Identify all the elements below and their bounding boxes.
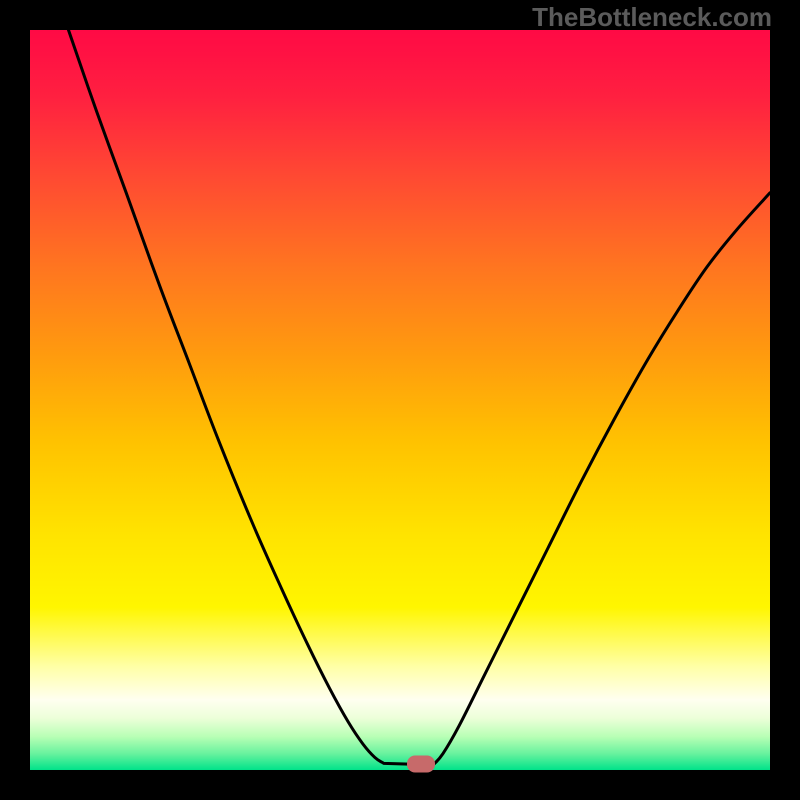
plot-area [30, 30, 770, 770]
watermark-text: TheBottleneck.com [532, 2, 772, 33]
bottleneck-curve [30, 30, 770, 770]
optimum-marker [407, 756, 435, 773]
